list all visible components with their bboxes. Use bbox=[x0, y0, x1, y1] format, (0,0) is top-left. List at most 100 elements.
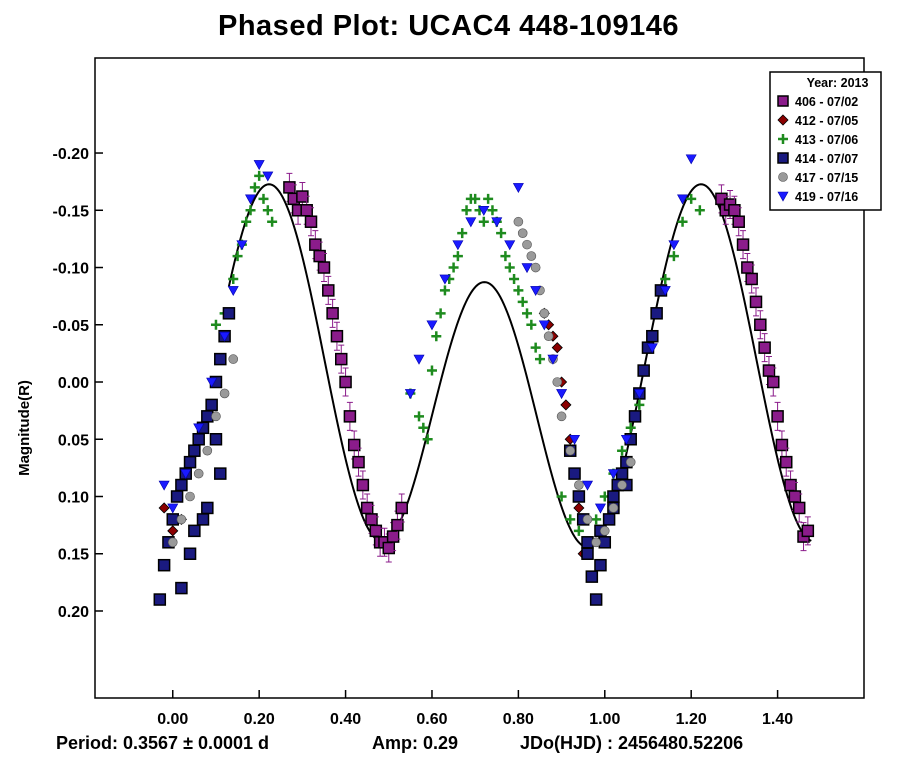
data-point bbox=[594, 503, 606, 514]
data-point bbox=[262, 171, 274, 182]
legend-entry: 414 - 07/07 bbox=[795, 152, 858, 166]
data-point bbox=[526, 319, 537, 330]
data-point bbox=[565, 514, 576, 525]
data-point bbox=[175, 581, 188, 595]
x-tick-label: 0.20 bbox=[244, 711, 275, 728]
legend-title: Year: 2013 bbox=[807, 76, 869, 90]
y-tick-label: 0.20 bbox=[58, 604, 89, 621]
data-point bbox=[736, 238, 750, 251]
data-point bbox=[686, 193, 697, 204]
data-point bbox=[591, 537, 601, 548]
data-point bbox=[625, 457, 636, 467]
data-point bbox=[304, 215, 318, 228]
data-point bbox=[347, 438, 361, 452]
data-point bbox=[170, 490, 184, 503]
data-point bbox=[214, 352, 227, 366]
data-point bbox=[581, 480, 594, 491]
data-point bbox=[404, 389, 416, 400]
data-point bbox=[628, 410, 642, 423]
data-point bbox=[668, 251, 679, 262]
y-tick-label: 0.10 bbox=[58, 489, 89, 506]
data-point bbox=[180, 469, 192, 480]
x-tick-label: 0.00 bbox=[157, 711, 188, 728]
data-point bbox=[232, 251, 243, 262]
x-tick-label: 0.60 bbox=[416, 711, 447, 728]
y-axis: -0.20 -0.15 -0.10 -0.05 0.00 0.05 0.10 0.15 0.20 bbox=[53, 146, 103, 621]
data-point bbox=[625, 422, 636, 433]
data-point bbox=[749, 295, 763, 309]
data-point bbox=[517, 296, 528, 307]
y-tick-label: 0.05 bbox=[58, 432, 89, 449]
series-3 bbox=[153, 284, 668, 606]
data-point bbox=[767, 375, 780, 389]
data-point bbox=[452, 240, 464, 251]
data-point bbox=[253, 160, 265, 171]
data-point bbox=[581, 547, 594, 560]
data-point bbox=[650, 307, 663, 320]
data-point bbox=[202, 445, 213, 456]
data-point bbox=[192, 433, 205, 446]
data-point bbox=[211, 411, 221, 422]
data-point bbox=[214, 467, 227, 480]
data-point bbox=[513, 285, 524, 296]
data-point bbox=[694, 205, 705, 216]
data-point bbox=[513, 216, 524, 227]
data-point bbox=[526, 251, 537, 261]
data-point bbox=[153, 593, 167, 606]
data-point bbox=[249, 182, 260, 193]
data-point bbox=[530, 262, 541, 273]
y-tick-label: 0.00 bbox=[58, 375, 89, 392]
data-point bbox=[771, 410, 784, 423]
period-readout: Period: 0.3567 ± 0.0001 d bbox=[56, 733, 269, 753]
data-point bbox=[352, 455, 365, 469]
data-point bbox=[395, 501, 408, 515]
data-point bbox=[426, 320, 438, 331]
data-point bbox=[219, 331, 231, 342]
data-point bbox=[435, 308, 446, 319]
data-point bbox=[617, 480, 627, 490]
data-point bbox=[209, 433, 223, 446]
data-point bbox=[258, 193, 269, 204]
data-point bbox=[193, 468, 204, 479]
data-point bbox=[594, 558, 607, 572]
legend-marker bbox=[777, 191, 789, 202]
data-point bbox=[175, 478, 188, 492]
data-point bbox=[634, 399, 645, 410]
data-point bbox=[556, 389, 568, 400]
data-point bbox=[422, 434, 433, 445]
data-point bbox=[573, 525, 584, 536]
y-tick-label: -0.10 bbox=[53, 261, 90, 278]
data-point bbox=[183, 547, 197, 560]
data-point bbox=[236, 240, 248, 251]
data-point bbox=[521, 263, 533, 274]
data-point bbox=[551, 342, 563, 354]
data-point bbox=[677, 194, 689, 205]
data-point bbox=[530, 342, 541, 353]
data-point bbox=[552, 377, 563, 387]
data-point bbox=[512, 183, 524, 193]
data-point bbox=[241, 216, 252, 227]
y-tick-label: -0.05 bbox=[53, 318, 90, 335]
data-point bbox=[547, 354, 559, 365]
data-point bbox=[591, 514, 602, 525]
data-point bbox=[222, 307, 236, 320]
legend-entry: 419 - 07/16 bbox=[795, 190, 858, 204]
data-point bbox=[335, 352, 348, 366]
data-point bbox=[539, 308, 550, 319]
footer: Period: 0.3567 ± 0.0001 d Amp: 0.29 JDo(… bbox=[0, 733, 897, 761]
data-point bbox=[167, 525, 179, 537]
data-point bbox=[754, 318, 767, 332]
x-tick-label: 1.40 bbox=[762, 711, 793, 728]
data-point bbox=[461, 205, 472, 216]
data-point bbox=[556, 491, 567, 502]
amplitude-readout: Amp: 0.29 bbox=[372, 733, 459, 753]
data-point bbox=[522, 308, 533, 319]
series-5 bbox=[158, 154, 697, 514]
data-point bbox=[732, 215, 745, 228]
data-point bbox=[560, 399, 572, 411]
data-point bbox=[668, 240, 680, 251]
data-point bbox=[193, 423, 205, 434]
data-point bbox=[556, 411, 567, 422]
data-point bbox=[210, 319, 221, 330]
